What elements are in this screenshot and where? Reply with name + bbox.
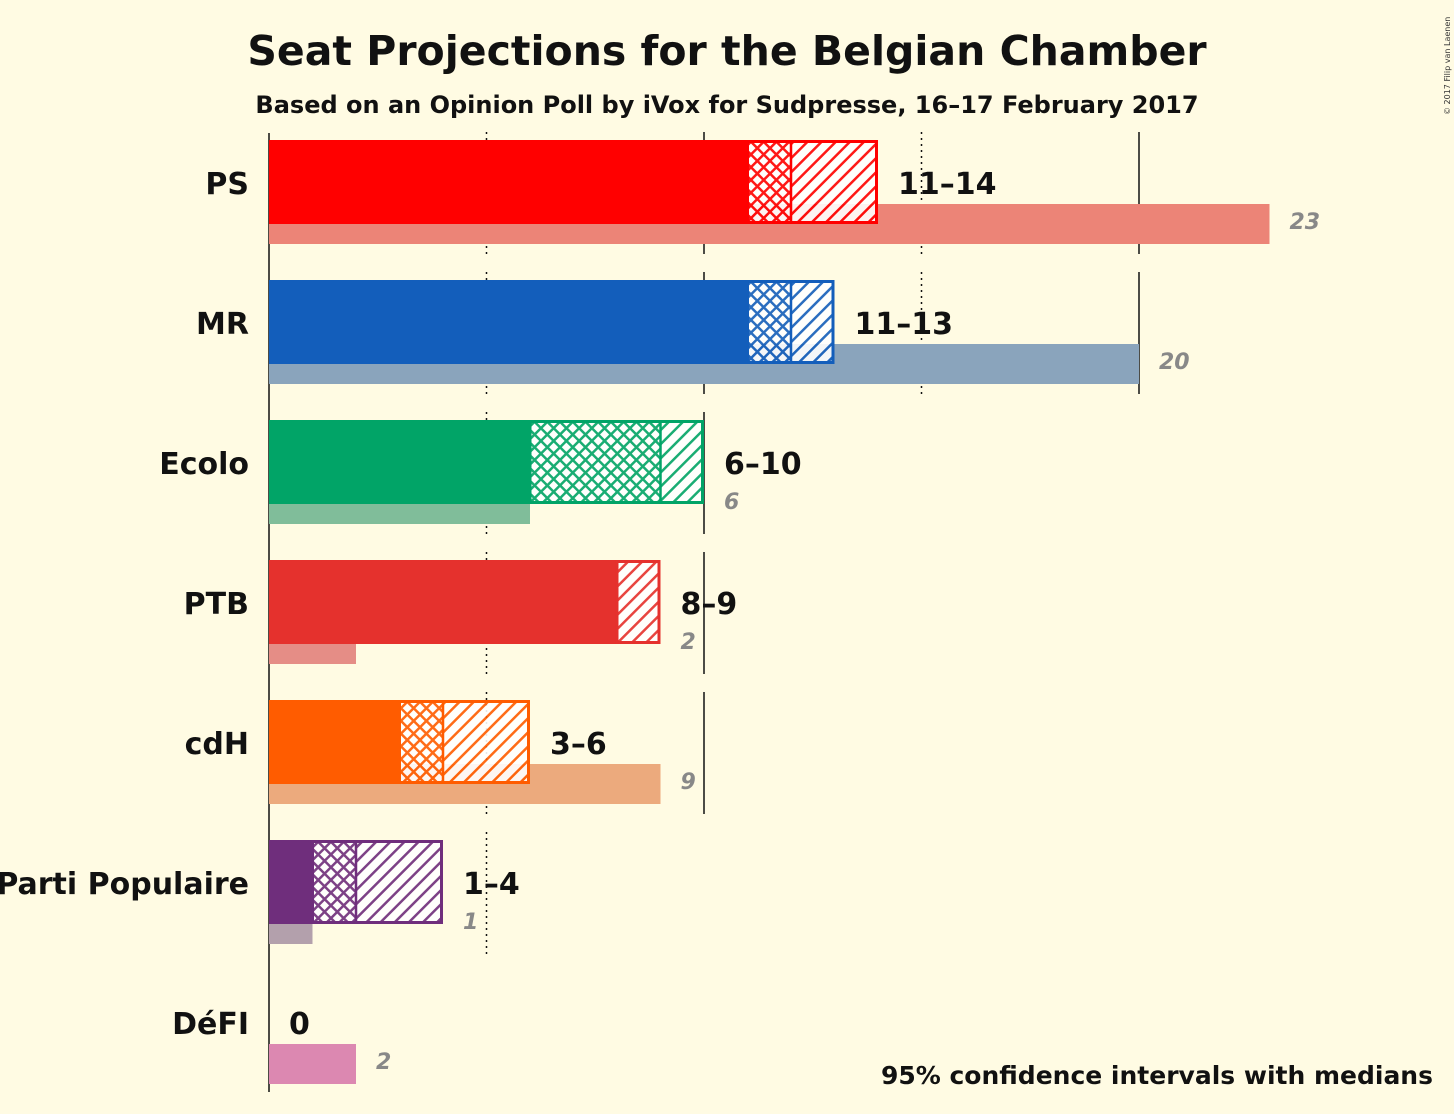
solid-bar-ps <box>269 140 748 224</box>
last-result-label-ps: 23 <box>1290 210 1321 235</box>
party-label-ecolo: Ecolo <box>159 447 249 482</box>
party-row-ptb: PTB 8–9 2 <box>184 560 738 664</box>
party-row-ecolo: Ecolo 6–10 6 <box>159 420 802 524</box>
solid-bar-mr <box>269 280 748 364</box>
legend-note: 95% confidence intervals with medians <box>881 1061 1433 1090</box>
low-ci-bar-parti-populaire <box>312 840 356 924</box>
low-ci-bar-ps <box>747 140 791 224</box>
range-label-cdh: 3–6 <box>550 727 607 762</box>
chart-subtitle: Based on an Opinion Poll by iVox for Sud… <box>255 91 1198 119</box>
party-label-parti-populaire: Parti Populaire <box>0 867 249 902</box>
range-label-ps: 11–14 <box>898 167 997 202</box>
low-ci-bar-cdh <box>399 700 443 784</box>
high-ci-bar-ecolo <box>660 420 704 504</box>
chart-title: Seat Projections for the Belgian Chamber <box>247 27 1207 75</box>
party-label-cdh: cdH <box>185 727 249 762</box>
range-label-ptb: 8–9 <box>681 587 738 622</box>
party-label-mr: MR <box>196 307 249 342</box>
solid-bar-ecolo <box>269 420 530 504</box>
ci-outline-parti-populaire <box>311 840 443 924</box>
last-result-label-d-fi: 2 <box>376 1050 391 1075</box>
party-row-cdh: cdH 3–6 9 <box>185 700 696 804</box>
high-ci-bar-mr <box>791 280 835 364</box>
range-label-parti-populaire: 1–4 <box>463 867 520 902</box>
ci-outline-ecolo <box>528 420 704 504</box>
high-ci-bar-cdh <box>443 700 530 784</box>
ci-outline-cdh <box>398 700 530 784</box>
low-ci-bar-ecolo <box>530 420 661 504</box>
last-result-label-cdh: 9 <box>681 770 696 795</box>
solid-bar-parti-populaire <box>269 840 313 924</box>
party-row-mr: MR 11–13 20 <box>196 280 1190 384</box>
party-label-ptb: PTB <box>184 587 249 622</box>
party-label-ps: PS <box>205 167 249 202</box>
range-label-d-fi: 0 <box>289 1007 310 1042</box>
last-result-label-mr: 20 <box>1159 350 1190 375</box>
low-ci-bar-mr <box>747 280 791 364</box>
solid-bar-ptb <box>269 560 617 644</box>
last-result-label-parti-populaire: 1 <box>463 910 478 935</box>
solid-bar-cdh <box>269 700 400 784</box>
last-result-label-ecolo: 6 <box>724 490 739 515</box>
copyright-notice: © 2017 Filip van Laenen <box>1443 17 1452 115</box>
high-ci-bar-parti-populaire <box>356 840 443 924</box>
high-ci-bar-ptb <box>617 560 661 644</box>
party-row-d-fi: DéFI 0 2 <box>172 1007 391 1084</box>
range-label-mr: 11–13 <box>855 307 954 342</box>
party-row-ps: PS 11–14 23 <box>205 140 1320 244</box>
ci-outline-ps <box>746 140 878 224</box>
party-row-parti-populaire: Parti Populaire 1–4 1 <box>0 840 520 944</box>
last-result-bar-d-fi <box>269 1044 356 1084</box>
party-label-d-fi: DéFI <box>172 1007 249 1042</box>
range-label-ecolo: 6–10 <box>724 447 802 482</box>
high-ci-bar-ps <box>791 140 878 224</box>
last-result-label-ptb: 2 <box>681 630 696 655</box>
